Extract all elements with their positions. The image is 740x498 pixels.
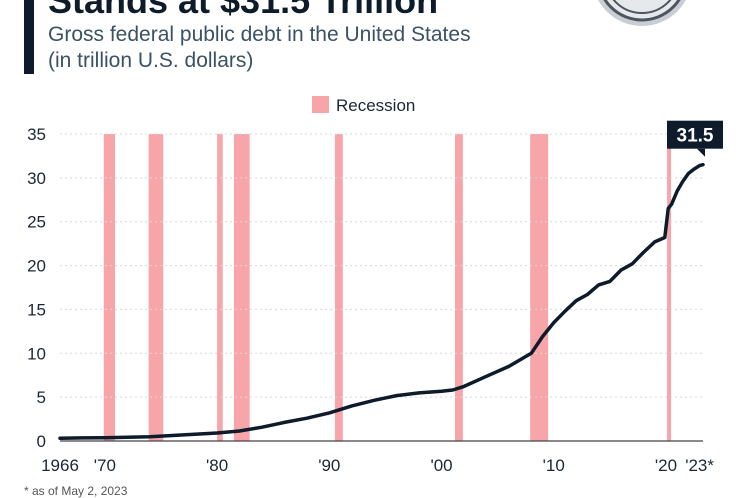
recession-band-4 (233, 134, 250, 441)
dollar-coin-icon: $ (588, 0, 696, 36)
debt-point-23 (541, 335, 544, 338)
debt-point-21 (507, 365, 511, 368)
debt-point-14 (373, 399, 376, 402)
debt-point-34 (663, 236, 667, 239)
debt-point-16 (417, 391, 421, 395)
debt-point-13 (350, 404, 353, 408)
debt-point-33 (653, 240, 656, 244)
debt-point-37 (675, 189, 679, 193)
y-tick-label-5: 5 (37, 388, 46, 407)
debt-point-24 (552, 321, 555, 324)
recession-band-5 (334, 134, 343, 441)
title-accent-bar (24, 0, 34, 74)
debt-point-6 (193, 432, 196, 436)
debt-point-36 (670, 202, 673, 206)
svg-text:$: $ (631, 0, 653, 1)
debt-point-39 (687, 172, 690, 175)
debt-point-40 (692, 167, 696, 171)
debt-point-35 (667, 207, 670, 210)
callout-pointer-0 (697, 148, 705, 157)
debt-point-25 (563, 309, 567, 313)
callout-label-0: 31.5 (677, 126, 714, 147)
debt-point-5 (171, 434, 174, 437)
debt-point-7 (215, 431, 219, 435)
legend-recession-label: Recession (336, 96, 415, 115)
x-tick-label-90: '90 (318, 456, 340, 475)
debt-point-20 (485, 375, 488, 378)
chart-title: Stands at $31.5 Trillion (48, 0, 439, 21)
debt-point-29 (608, 280, 612, 283)
debt-point-42 (701, 163, 705, 166)
debt-point-1 (81, 436, 84, 440)
debt-point-31 (631, 262, 634, 266)
x-tick-label-23: '23* (685, 456, 714, 475)
debt-point-38 (681, 180, 685, 183)
debt-point-15 (395, 394, 398, 397)
recession-bands (103, 134, 672, 441)
debt-point-0 (58, 436, 62, 440)
recession-band-6 (455, 134, 463, 441)
debt-point-10 (283, 421, 286, 424)
x-axis-ticks: 1966 '70 '80 '90 '00 '10 '20 '23* (41, 456, 714, 475)
x-tick-label-20: '20 (655, 456, 677, 475)
x-tick-label-00: '00 (430, 456, 452, 475)
recession-band-1 (103, 134, 115, 441)
debt-point-9 (260, 426, 264, 429)
y-tick-label-25: 25 (27, 213, 46, 232)
debt-point-28 (597, 283, 600, 287)
debt-point-19 (462, 385, 466, 388)
x-tick-label-10: '10 (543, 456, 565, 475)
x-tick-label-80: '80 (206, 456, 228, 475)
debt-point-22 (530, 352, 533, 355)
x-tick-label-70: '70 (94, 456, 116, 475)
recession-band-8 (667, 134, 672, 441)
legend-recession-swatch (312, 96, 329, 113)
subtitle-line-2: (in trillion U.S. dollars) (48, 49, 254, 72)
y-axis-ticks: 0 5 10 15 20 25 30 35 (27, 125, 46, 451)
debt-point-30 (619, 268, 623, 272)
debt-point-2 (103, 436, 107, 439)
chart-subtitle: Gross federal public debt in the United … (48, 22, 588, 74)
y-tick-label-20: 20 (27, 257, 46, 276)
x-tick-label-1966: 1966 (41, 456, 79, 475)
debt-point-41 (698, 164, 701, 167)
recession-band-3 (217, 134, 223, 441)
debt-point-26 (574, 299, 578, 302)
y-tick-label-30: 30 (27, 169, 46, 188)
footnote: * as of May 2, 2023 (24, 484, 128, 498)
y-tick-label-10: 10 (27, 344, 46, 363)
value-callout: 31.5 (667, 120, 723, 157)
y-tick-label-15: 15 (27, 300, 46, 319)
debt-point-3 (126, 436, 129, 439)
recession-band-2 (148, 134, 164, 441)
callout-box-0 (667, 120, 723, 149)
y-tick-label-0: 0 (37, 432, 46, 451)
legend: Recession (312, 96, 415, 115)
debt-point-4 (148, 435, 151, 438)
y-tick-label-35: 35 (27, 125, 46, 144)
debt-series-points (58, 163, 705, 440)
debt-point-18 (451, 388, 454, 392)
debt-point-27 (586, 293, 589, 296)
recession-band-7 (530, 134, 549, 441)
gridlines (60, 133, 703, 442)
debt-point-32 (642, 251, 645, 254)
debt-point-11 (305, 416, 309, 420)
debt-point-8 (238, 429, 241, 433)
debt-point-12 (328, 411, 331, 415)
debt-point-17 (440, 390, 443, 393)
subtitle-line-1: Gross federal public debt in the United … (48, 23, 471, 46)
